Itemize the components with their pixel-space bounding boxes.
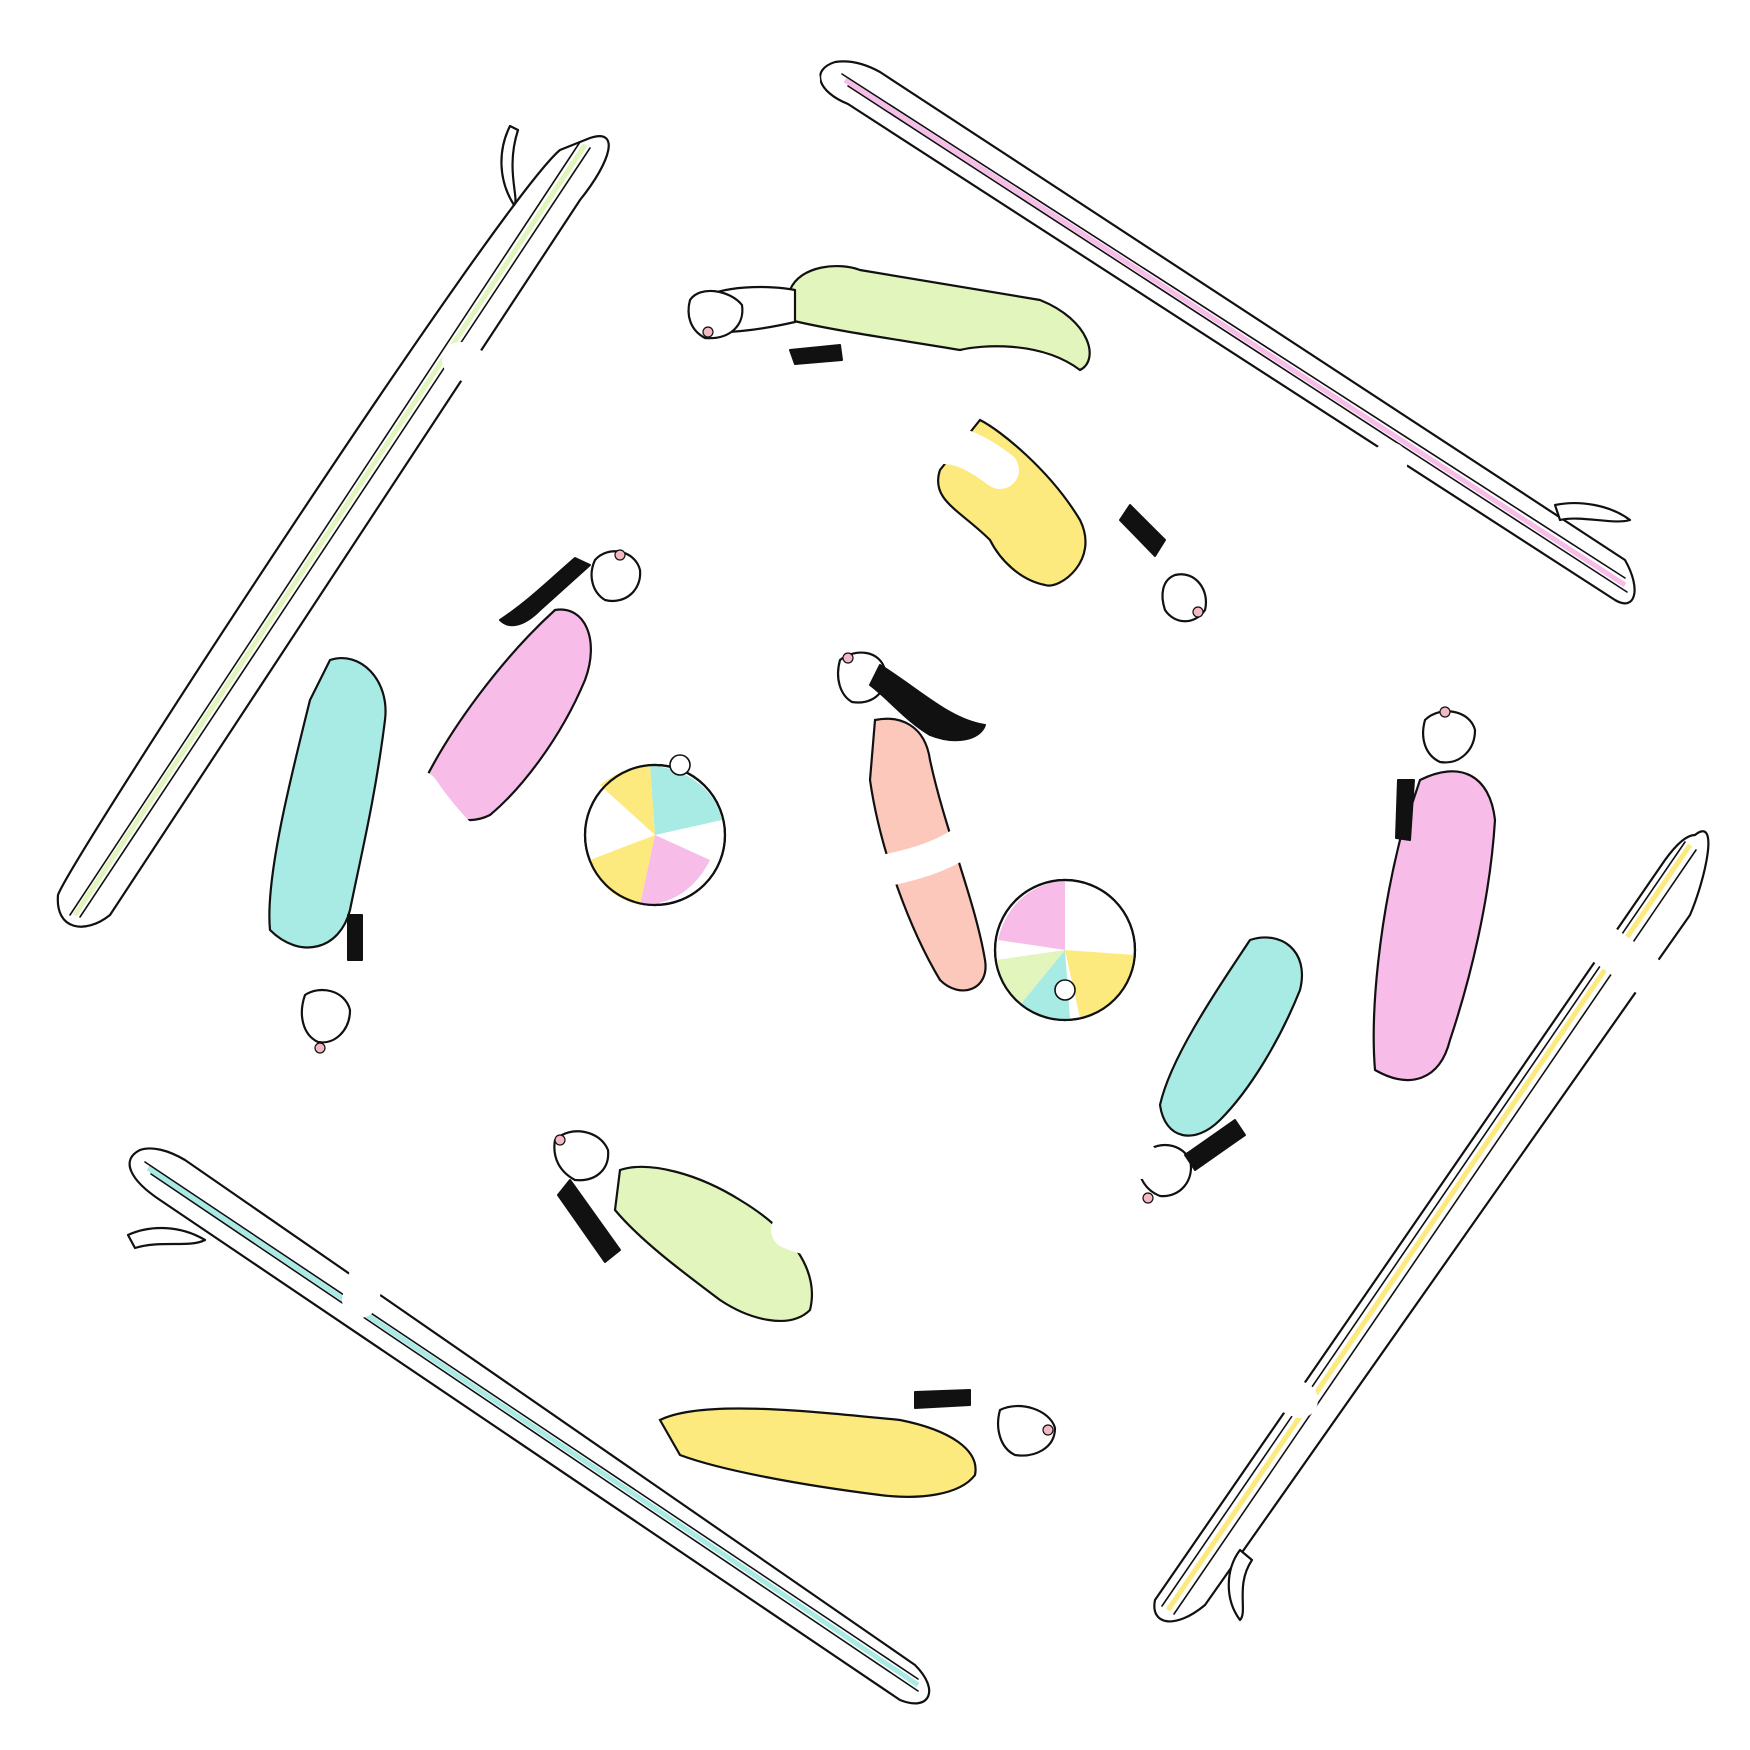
swimmer-right-mint — [1137, 936, 1303, 1204]
surfboard-stripe — [72, 143, 588, 917]
swimsuit — [613, 1165, 813, 1322]
surfboard-top-right — [819, 60, 1636, 605]
swimsuit — [1372, 770, 1497, 1082]
outer-limbs — [60, 60, 1700, 1710]
center-cat — [724, 651, 1016, 1126]
swimsuit — [1158, 936, 1303, 1137]
surfboard-fin — [1553, 502, 1632, 523]
swimmer-left-mint — [268, 657, 387, 1054]
cat-head — [687, 289, 744, 340]
beach-ball-right — [993, 878, 1137, 1022]
surfboard-top-left — [56, 124, 610, 928]
cat-head — [997, 1405, 1057, 1457]
surfboard-stripe — [146, 1165, 920, 1688]
surfboard-bottom-right — [1153, 830, 1710, 1623]
swimmer-bottom-green — [553, 1130, 813, 1322]
cat-head — [300, 988, 352, 1044]
surfboard-bottom-left — [126, 1147, 931, 1705]
cat-head — [1422, 710, 1477, 764]
swimmer-top-green — [687, 264, 1091, 372]
surfboard-fin — [126, 1227, 207, 1250]
cat-head — [836, 651, 887, 704]
inner-limbs — [401, 426, 1262, 1259]
swimsuit — [268, 657, 387, 949]
swimsuit — [788, 264, 1091, 372]
surfboard-stripe — [843, 77, 1627, 588]
beach-ball-left — [583, 754, 727, 907]
cat-head — [553, 1130, 610, 1182]
surfboard-fin — [1227, 1548, 1254, 1622]
surfboard-fin — [500, 124, 520, 207]
surfboard-stripe — [1165, 843, 1693, 1612]
swimsuit — [423, 608, 592, 822]
swimsuit — [658, 1407, 977, 1498]
swimmer-right-pink — [1372, 706, 1497, 1082]
swimmer-left-pink — [423, 549, 642, 822]
swimmer-bottom-yellow — [658, 1389, 1057, 1498]
